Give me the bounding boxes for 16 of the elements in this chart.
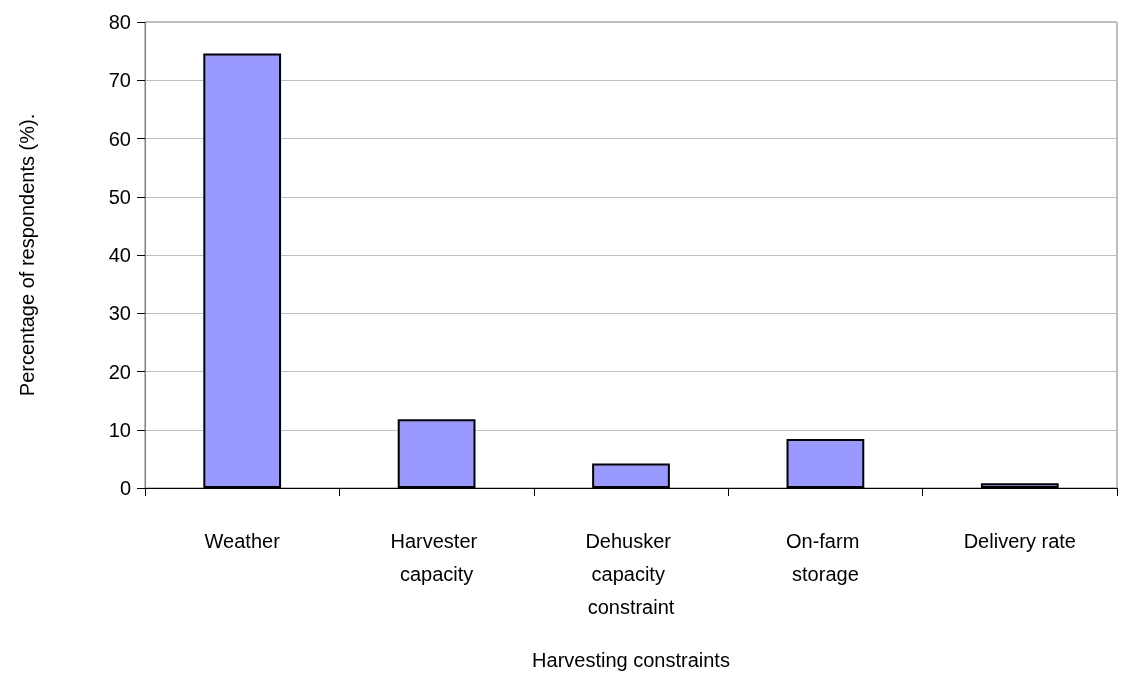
- x-tick-label: Weather: [204, 529, 281, 552]
- x-axis-title: Harvesting constraints: [532, 649, 730, 671]
- y-tick-label: 10: [108, 418, 131, 441]
- y-tick-label: 70: [108, 69, 131, 92]
- x-tick-label: Dehusker capacity constraint: [585, 529, 677, 618]
- x-tick-label: On-farm storage: [785, 529, 865, 585]
- x-tick-label: Delivery rate: [963, 529, 1076, 552]
- y-tick-label: 30: [108, 302, 131, 325]
- y-axis-title: Percentage of respondents (%).: [16, 113, 38, 397]
- y-tick-label: 20: [108, 360, 131, 383]
- y-tick-label: 0: [119, 477, 131, 499]
- y-tick-label: 60: [108, 127, 131, 150]
- y-tick-label: 80: [108, 11, 131, 33]
- y-tick-label: 40: [108, 244, 131, 266]
- x-tick-label: Harvester capacity: [390, 529, 483, 585]
- y-tick-label: 50: [108, 185, 131, 208]
